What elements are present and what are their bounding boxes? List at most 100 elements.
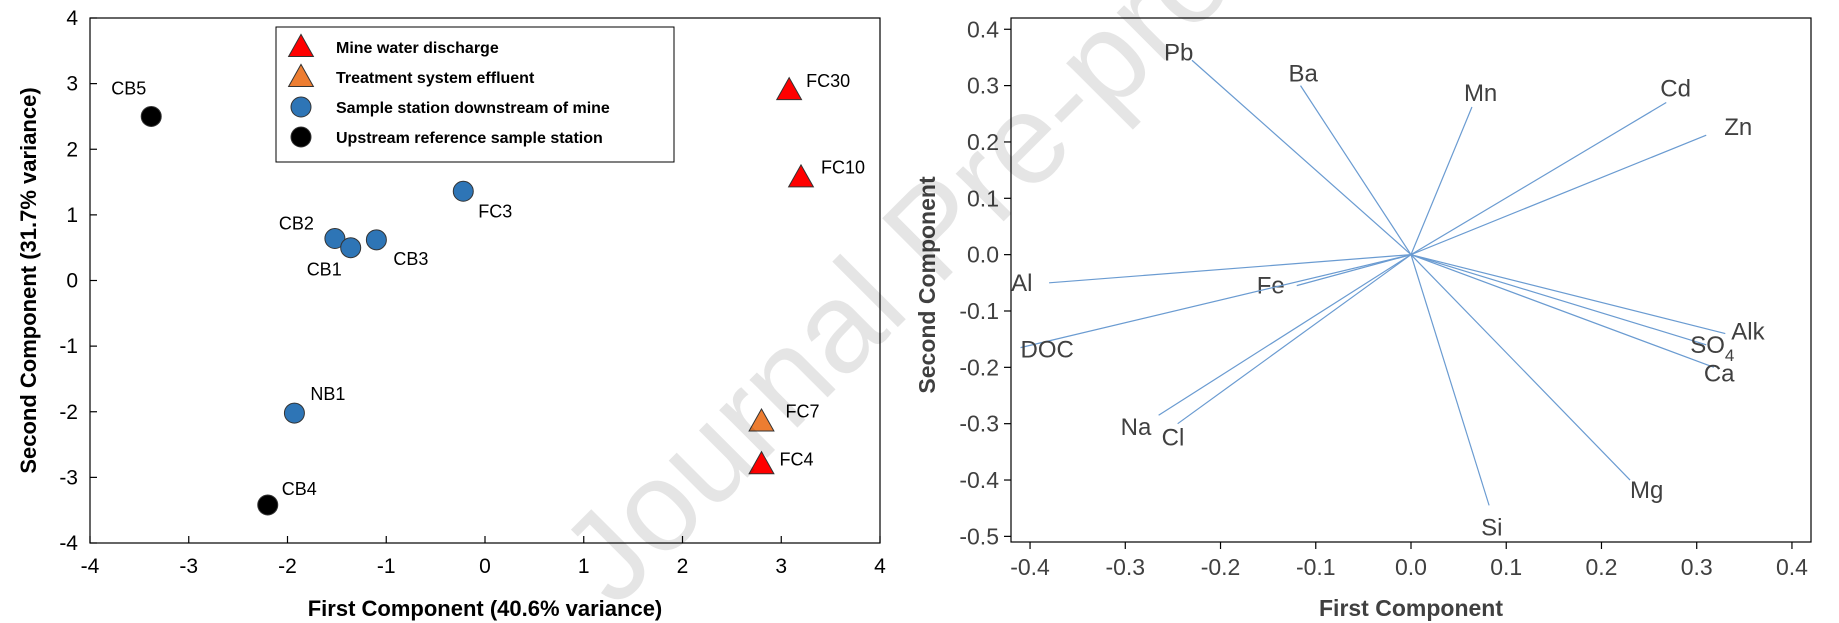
legend-label: Sample station downstream of mine [336,100,610,117]
data-point: CB2 [279,214,346,249]
y-tick-label: -0.5 [959,523,999,549]
x-tick-label: -0.4 [1010,554,1050,580]
vector-line [1020,254,1412,349]
legend-marker [287,33,315,57]
x-tick-label: 0.4 [1776,554,1808,580]
vector-label: Al [1011,270,1032,297]
legend-label: Treatment system effluent [336,70,535,87]
y-tick-label: 0.1 [967,185,999,211]
loading-vector: Zn [1410,114,1752,256]
vector-label: Cl [1162,425,1185,452]
vector-label: Zn [1724,114,1752,141]
x-tick-label: -4 [81,555,100,578]
data-point: FC3 [452,180,512,221]
point-marker [748,450,775,475]
data-point: FC7 [748,402,820,432]
y-tick-label: 2 [66,138,78,161]
vector-line [1191,59,1412,256]
point-label: CB2 [279,214,314,234]
data-point: CB3 [365,229,428,269]
vector-line [1300,85,1412,255]
vector-label: Alk [1731,319,1765,346]
loading-vector: Mn [1410,80,1497,255]
point-label: FC4 [780,449,814,469]
vector-label: Mn [1464,80,1497,107]
x-tick-label: 3 [775,555,787,578]
pca-score-plot: -4 -3 -2 -1 0 1 2 3 4 -4 -3 -2 -1 0 1 2 3 4 First Componen… [16,7,886,621]
point-marker [324,228,346,249]
point-label: FC3 [478,201,512,221]
loading-vector: SO4 [1410,254,1734,365]
x-tick-label: -1 [377,555,396,578]
y-tick-label: -0.2 [959,354,999,380]
point-marker [257,494,279,516]
data-point: CB1 [307,237,362,280]
loading-vector: Cd [1410,76,1691,256]
vector-label: Mg [1630,477,1663,504]
x-tick-label: 0.0 [1395,554,1427,580]
legend-marker [287,63,315,87]
point-label: CB1 [307,260,342,280]
loading-vector: Si [1410,254,1502,541]
y-tick-label: 4 [66,7,78,30]
vector-line [1410,254,1707,346]
point-label: CB3 [393,249,428,269]
vector-line [1410,254,1490,506]
x-tick-label: -3 [179,555,198,578]
data-point: NB1 [283,384,345,424]
data-point: CB4 [257,479,317,516]
vector-label: DOC [1021,337,1074,364]
y-tick-label: 0.4 [967,16,999,42]
x-tick-label: -0.3 [1105,554,1145,580]
point-label: CB4 [282,479,317,499]
x-tick-label: 0.1 [1490,554,1522,580]
loading-vector: Mg [1410,254,1663,504]
vector-line [1410,106,1473,255]
loading-vector: Ba [1289,61,1412,255]
point-marker [365,229,387,251]
vector-label: Pb [1164,39,1193,66]
y-tick-label: 0.0 [967,242,999,268]
point-label: NB1 [310,384,345,404]
x-tick-label: 0.3 [1681,554,1713,580]
vector-line [1049,254,1412,284]
data-point: FC4 [748,449,814,475]
x-tick-label: -2 [278,555,297,578]
legend-label: Upstream reference sample station [336,130,603,147]
vector-label-subscript: 4 [1725,346,1734,365]
point-label: FC30 [806,71,850,91]
vector-label: Cd [1660,76,1691,103]
loading-vector: Alk [1410,254,1766,346]
y-tick-label: 0 [66,270,78,293]
loading-vector: Fe [1257,254,1412,300]
x-tick-label: -0.1 [1296,554,1336,580]
vector-line [1410,254,1631,481]
x-tick-label: 1 [578,555,590,578]
vector-label: Ba [1289,61,1319,88]
vector-line [1410,134,1707,256]
loading-vector: Pb [1164,39,1412,256]
y-tick-label: -4 [59,532,78,555]
loading-vector: Cl [1162,254,1412,452]
vector-label: Si [1481,514,1502,541]
y-tick-label: -0.4 [959,467,999,493]
point-label: CB5 [111,78,146,98]
vector-label: Ca [1704,360,1735,387]
y-tick-label: 3 [66,73,78,96]
point-marker [748,407,775,432]
vector-line [1296,254,1412,287]
point-marker [140,105,162,127]
data-point: FC10 [787,157,865,188]
x-tick-label: 4 [874,555,886,578]
y-tick-label: -3 [59,466,78,489]
y-axis-title: Second Component (31.7% variance) [16,87,41,473]
loading-vector: Ca [1410,254,1735,387]
vector-label: Na [1121,414,1152,441]
x-tick-label: -0.2 [1201,554,1241,580]
vector-line [1410,102,1667,256]
data-point: CB5 [111,78,162,127]
y-tick-label: 0.2 [967,129,999,155]
point-marker [283,402,305,424]
y-tick-label: -2 [59,401,78,424]
